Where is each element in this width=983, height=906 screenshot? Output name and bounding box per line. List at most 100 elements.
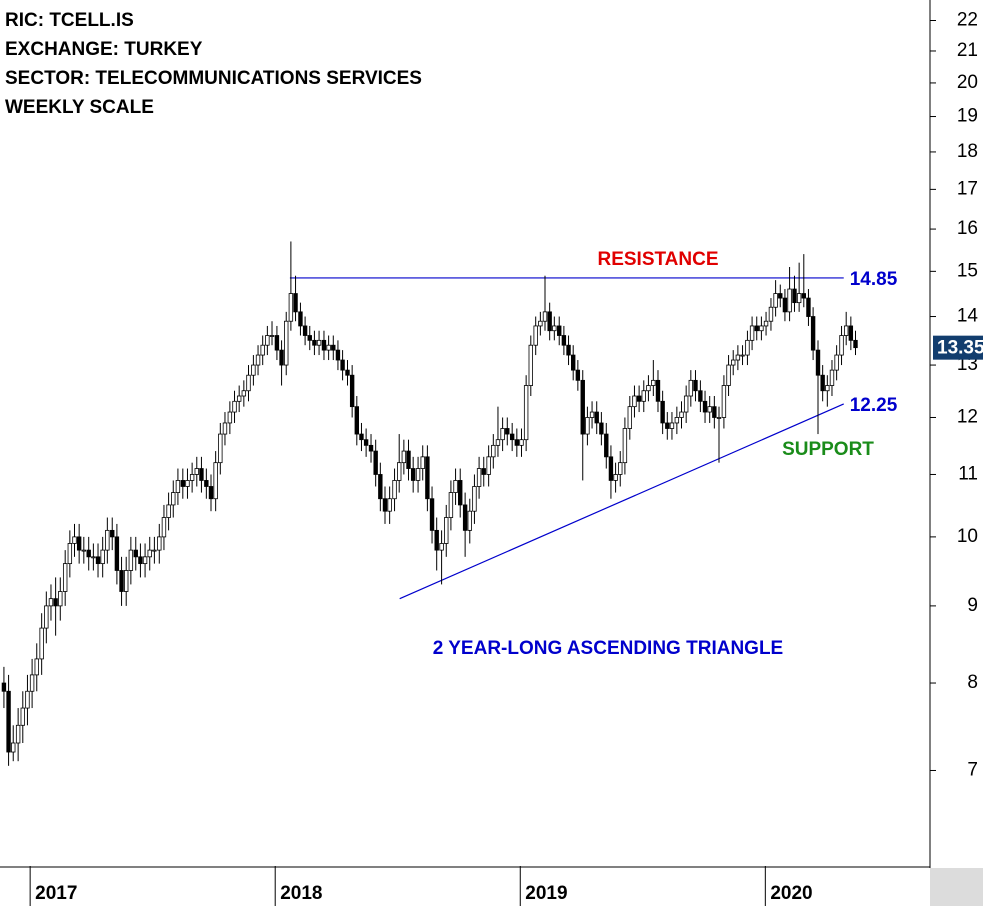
- candle-body: [820, 374, 825, 392]
- candle-body: [627, 406, 633, 429]
- candle-body: [147, 549, 152, 558]
- candle-body: [76, 536, 82, 551]
- header-line: RIC: TCELL.IS: [5, 10, 134, 31]
- candle-body: [279, 349, 284, 366]
- y-tick-label: 19: [957, 106, 978, 127]
- candle-body: [655, 379, 661, 402]
- y-tick-label: 7: [967, 759, 978, 780]
- last-price-label: 13.35: [937, 338, 983, 359]
- candle-body: [25, 690, 30, 709]
- candle-body: [557, 325, 562, 336]
- x-tick-label: 2018: [280, 883, 322, 904]
- candle-body: [665, 422, 670, 429]
- candle-body: [843, 325, 849, 336]
- candle-body: [834, 354, 839, 371]
- trendline-value: 12.25: [850, 395, 898, 416]
- y-tick-label: 8: [967, 672, 978, 693]
- y-tick-label: 21: [957, 40, 978, 61]
- candle-body: [180, 480, 186, 487]
- trendline: [399, 403, 844, 600]
- candle-body: [698, 390, 703, 402]
- candle-body: [368, 444, 374, 452]
- candle-body: [782, 297, 788, 313]
- candle-body: [349, 374, 355, 408]
- candle-body: [486, 456, 491, 475]
- candle-body: [444, 517, 449, 544]
- header-line: EXCHANGE: TURKEY: [5, 39, 203, 60]
- candle-body: [152, 549, 157, 552]
- candle-body: [580, 379, 585, 435]
- candle-body: [415, 468, 421, 481]
- candle-body: [618, 462, 623, 475]
- candle-body: [688, 379, 694, 397]
- candle-body: [646, 385, 651, 392]
- candle-body: [453, 480, 458, 493]
- candle-body: [632, 395, 637, 408]
- candle-body: [796, 293, 802, 304]
- candle-body: [6, 690, 11, 753]
- y-tick-label: 9: [967, 595, 978, 616]
- candle-body: [15, 724, 21, 744]
- candle-body: [740, 354, 745, 357]
- candle-body: [538, 320, 543, 327]
- y-tick-label: 12: [957, 406, 978, 427]
- candle-body: [608, 456, 614, 481]
- candle-body: [48, 598, 54, 607]
- candle-body: [749, 325, 755, 341]
- x-tick-label: 2019: [525, 883, 567, 904]
- annotation: 2 YEAR-LONG ASCENDING TRIANGLE: [433, 638, 783, 659]
- candle-body: [707, 406, 712, 413]
- y-tick-label: 16: [957, 218, 978, 239]
- candle-body: [62, 563, 68, 592]
- y-tick-label: 15: [957, 260, 978, 281]
- candle-body: [801, 293, 806, 299]
- candle-body: [29, 674, 35, 692]
- candle-body: [401, 450, 407, 464]
- candle-body: [514, 439, 520, 446]
- candle-body: [495, 439, 501, 446]
- candle-body: [613, 474, 618, 481]
- candle-body: [533, 325, 538, 346]
- candle-body: [39, 627, 44, 660]
- candle-body: [236, 395, 242, 402]
- candle-body: [763, 320, 769, 327]
- candle-body: [448, 492, 454, 518]
- candle-body: [199, 468, 204, 481]
- candle-body: [246, 374, 251, 392]
- candle-body: [255, 354, 261, 366]
- header-line: SECTOR: TELECOMMUNICATIONS SERVICES: [5, 68, 422, 89]
- candle-body: [161, 517, 167, 538]
- candle-body: [745, 339, 750, 356]
- candle-body: [58, 591, 63, 607]
- candle-body: [731, 359, 736, 366]
- candle-body: [208, 486, 214, 500]
- candle-body: [660, 400, 665, 424]
- y-tick-label: 14: [957, 306, 979, 327]
- candle-body: [420, 456, 425, 469]
- candle-body: [547, 311, 552, 332]
- candle-body: [773, 293, 778, 308]
- candle-body: [213, 462, 218, 500]
- candle-body: [166, 504, 171, 518]
- candle-body: [768, 306, 774, 322]
- candle-body: [712, 406, 717, 418]
- candle-body: [260, 344, 265, 356]
- candle-body: [326, 344, 331, 351]
- candle-body: [232, 400, 237, 413]
- header-line: WEEKLY SCALE: [5, 97, 154, 118]
- candle-body: [251, 364, 256, 376]
- candle-body: [397, 462, 402, 481]
- candle-body: [378, 474, 383, 500]
- y-tick-label: 11: [958, 463, 978, 484]
- candle-body: [406, 450, 411, 469]
- candle-body: [462, 504, 468, 531]
- candle-body: [218, 433, 223, 464]
- candle-body: [528, 344, 533, 386]
- candle-body: [810, 316, 816, 351]
- candle-body: [53, 598, 58, 607]
- candle-body: [641, 390, 646, 402]
- candle-body: [552, 325, 557, 332]
- candle-body: [142, 556, 148, 565]
- candle-body: [669, 422, 675, 429]
- candle-body: [307, 335, 312, 341]
